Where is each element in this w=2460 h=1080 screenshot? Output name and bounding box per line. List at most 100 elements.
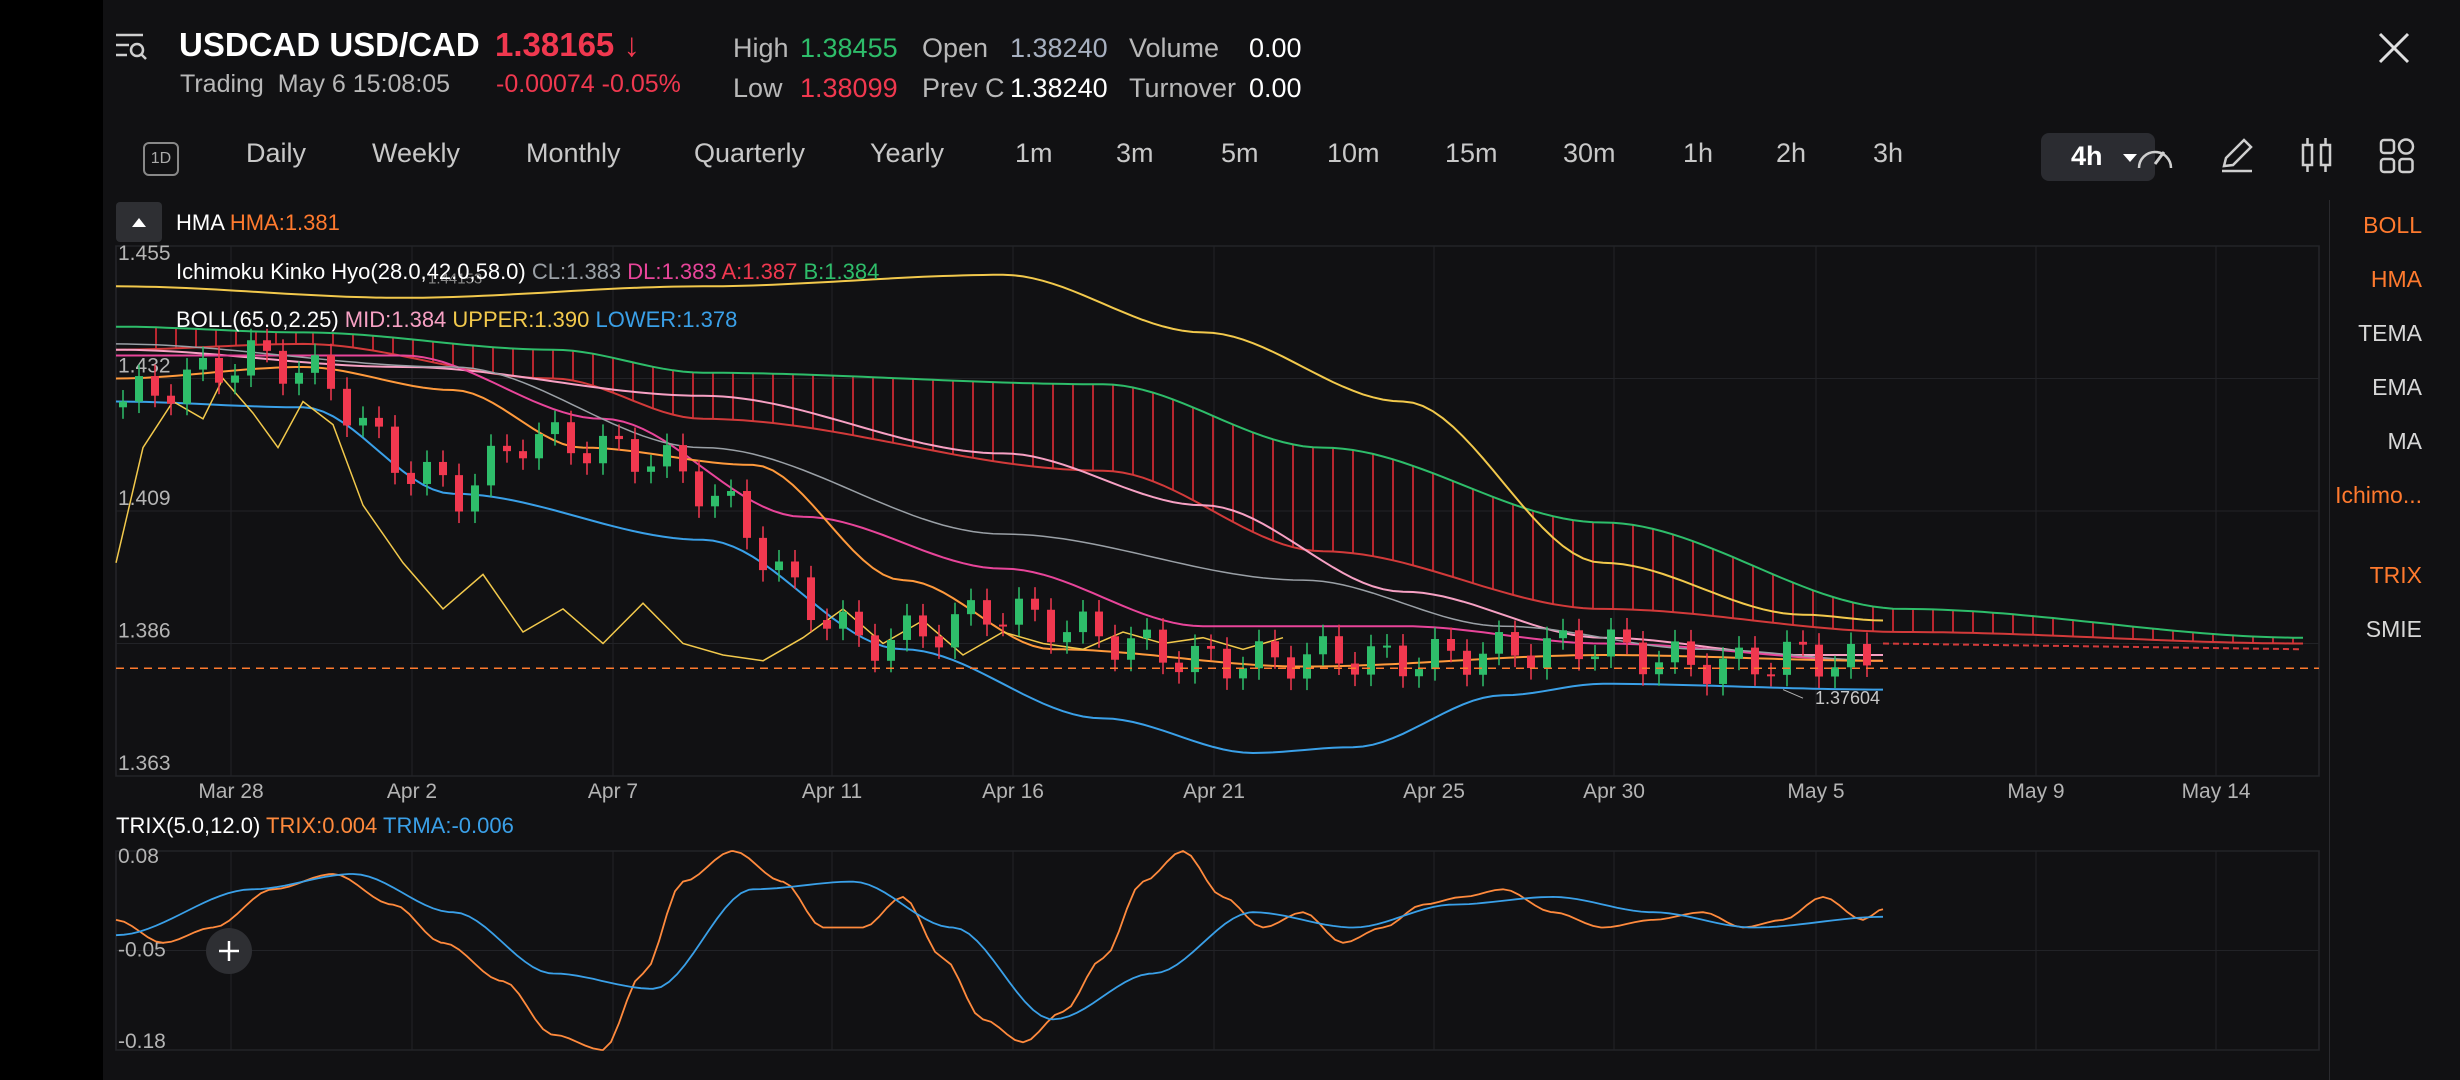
trix-y-label: 0.08	[118, 845, 159, 868]
period-mode-badge[interactable]: 1D	[143, 142, 179, 176]
collapse-legend-button[interactable]	[116, 202, 162, 242]
indicator-ema[interactable]: EMA	[2372, 374, 2422, 400]
candle-body	[199, 357, 207, 370]
timeframe-5m[interactable]: 5m	[1221, 138, 1259, 168]
candle-body	[551, 422, 559, 435]
candle-body	[759, 537, 767, 571]
x-axis-label: Apr 2	[387, 780, 437, 803]
timeframe-monthly[interactable]: Monthly	[526, 138, 621, 168]
candle-body	[295, 372, 303, 384]
ichimoku-a: A:1.387	[721, 259, 798, 284]
candle-body	[455, 475, 463, 512]
pencil-icon[interactable]	[2218, 136, 2256, 179]
candle-body	[1735, 647, 1743, 659]
candle-body	[935, 636, 943, 648]
high-label: High	[733, 33, 789, 63]
candle-body	[823, 620, 831, 629]
timeframe-30m[interactable]: 30m	[1563, 138, 1616, 168]
candle-body	[1591, 656, 1599, 660]
candle-body	[1799, 641, 1807, 645]
candle-body	[679, 445, 687, 472]
trix-legend-name: TRIX(5.0,12.0)	[116, 813, 261, 838]
prevc-value: 1.38240	[1010, 73, 1108, 103]
indicator-tema[interactable]: TEMA	[2358, 320, 2422, 346]
candle-body	[1079, 611, 1087, 633]
candle-body	[663, 445, 671, 467]
indicator-ichimo[interactable]: Ichimo...	[2335, 482, 2422, 508]
candle-icon[interactable]	[2299, 136, 2335, 179]
x-axis-label: Apr 11	[802, 780, 862, 803]
candle-body	[1031, 598, 1039, 610]
ichimoku-legend-name: Ichimoku Kinko Hyo(28.0,42.0,58.0)	[176, 259, 526, 284]
candle-body	[1815, 644, 1823, 677]
trix-legend: TRIX(5.0,12.0) TRIX:0.004 TRMA:-0.006	[116, 813, 514, 839]
trix-line	[115, 849, 1884, 1051]
status-timestamp: May 6 15:08:05	[277, 70, 451, 98]
candle-body	[583, 453, 591, 464]
grid-icon[interactable]	[2379, 138, 2415, 179]
x-axis-label: May 14	[2182, 780, 2251, 803]
candle-body	[1543, 638, 1551, 669]
chart-canvas[interactable]: 1.455 1.432 1.409 1.386 1.363 Mar 28 Apr 2 Apr …	[103, 196, 2329, 1080]
timeframe-10m[interactable]: 10m	[1327, 138, 1380, 168]
timeframe-3m[interactable]: 3m	[1116, 138, 1154, 168]
candle-body	[903, 615, 911, 640]
gauge-icon[interactable]	[2135, 138, 2175, 179]
prevc-label: Prev C	[922, 73, 1005, 103]
candle-body	[1127, 638, 1135, 660]
indicator-boll[interactable]: BOLL	[2363, 212, 2422, 238]
boll-legend: BOLL(65.0,2.25) MID:1.384 UPPER:1.390 LO…	[176, 307, 737, 333]
timeframe-quarterly[interactable]: Quarterly	[694, 138, 806, 168]
price-change: -0.00074 -0.05%	[496, 70, 681, 99]
candle-body	[1463, 650, 1471, 675]
trix-y-label: -0.18	[118, 1030, 166, 1053]
x-axis-label: Mar 28	[198, 780, 263, 803]
timeframe-yearly[interactable]: Yearly	[870, 138, 945, 168]
timeframe-weekly[interactable]: Weekly	[372, 138, 461, 168]
timeframe-3h[interactable]: 3h	[1873, 138, 1904, 168]
hma-legend-name: HMA	[176, 210, 224, 235]
candle-body	[1767, 674, 1775, 677]
candle-body	[471, 485, 479, 512]
ichimoku-dl-line	[116, 354, 1884, 662]
trix-value: TRIX:0.004	[266, 813, 378, 838]
indicator-ma[interactable]: MA	[2387, 428, 2423, 454]
candle-body	[167, 395, 175, 404]
close-icon[interactable]	[2376, 30, 2412, 66]
boll-upper-line	[115, 273, 1884, 622]
boll-mid-line	[115, 348, 1883, 656]
timeframe-1h[interactable]: 1h	[1683, 138, 1714, 168]
ichimoku-lagging-line	[115, 377, 1284, 662]
ichimoku-span-b-line	[116, 325, 2303, 639]
candle-body	[1479, 653, 1487, 675]
ichimoku-cl: CL:1.383	[531, 259, 622, 284]
timeframe-15m[interactable]: 15m	[1445, 138, 1498, 168]
boll-legend-name: BOLL(65.0,2.25)	[176, 307, 339, 332]
candle-body	[1047, 609, 1055, 643]
candle-body	[919, 615, 927, 637]
add-crosshair-button[interactable]	[206, 928, 252, 974]
timeframe-daily[interactable]: Daily	[246, 138, 307, 168]
candle-body	[279, 350, 287, 384]
hma-line	[115, 366, 1883, 668]
symbol-title: USDCAD USD/CAD	[179, 26, 480, 63]
candle-body	[1015, 598, 1023, 625]
candle-body	[519, 451, 527, 459]
candle-body	[695, 471, 703, 507]
x-axis-label: Apr 21	[1183, 780, 1245, 803]
low-annotation: 1.37604	[1815, 688, 1880, 708]
indicator-hma[interactable]: HMA	[2370, 266, 2422, 292]
candle-body	[1207, 645, 1215, 649]
candle-body	[1511, 632, 1519, 656]
timeframe-2h[interactable]: 2h	[1776, 138, 1807, 168]
indicator-trix[interactable]: TRIX	[2369, 562, 2422, 588]
timeframe-4h-active[interactable]: 4h	[2041, 133, 2155, 181]
indicator-smie[interactable]: SMIE	[2365, 616, 2422, 642]
ichimoku-dl: DL:1.383	[627, 259, 717, 284]
x-axis-label: Apr 25	[1403, 780, 1465, 803]
timeframe-1m[interactable]: 1m	[1015, 138, 1053, 168]
boll-upper: UPPER:1.390	[452, 307, 590, 332]
menu-search-icon[interactable]	[113, 28, 149, 64]
x-axis-label: Apr 7	[588, 780, 638, 803]
x-axis-label: May 5	[1787, 780, 1844, 803]
